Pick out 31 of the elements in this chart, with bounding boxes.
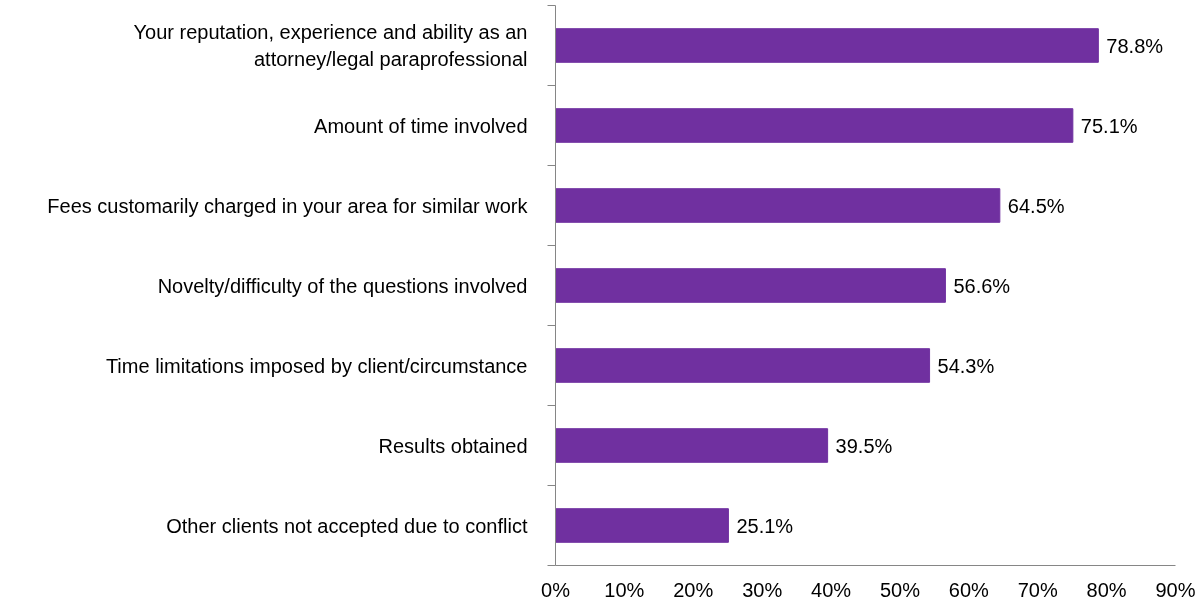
y-tick-label: Amount of time involved	[314, 114, 528, 137]
x-tick-label: 80%	[1086, 578, 1127, 601]
y-tick-label: Novelty/difficulty of the questions involved	[157, 274, 528, 297]
data-label: 54.3%	[937, 354, 995, 377]
x-tick-label: 0%	[541, 578, 571, 601]
data-label: 64.5%	[1007, 194, 1065, 217]
bar	[555, 508, 729, 543]
x-tick-label: 50%	[879, 578, 921, 601]
y-tick-label: Results obtained	[378, 434, 528, 457]
y-tick-label: Other clients not accepted due to conflict	[166, 514, 528, 537]
x-tick-label: 40%	[811, 578, 852, 601]
bar	[555, 348, 931, 383]
data-label: 39.5%	[835, 434, 893, 457]
bar	[555, 28, 1099, 63]
bar	[555, 428, 829, 463]
y-tick-label: Your reputation, experience and ability as an attorney/legal paraprofessional	[133, 21, 528, 70]
data-label: 25.1%	[736, 514, 794, 537]
bar	[555, 108, 1074, 143]
y-tick-label: Fees customarily charged in your area for similar work	[47, 194, 529, 217]
y-tick-label: Time limitations imposed by client/circumstance	[105, 354, 528, 377]
x-tick-label: 30%	[742, 578, 783, 601]
bar	[555, 268, 946, 303]
x-tick-label: 60%	[948, 578, 990, 601]
x-tick-label: 70%	[1017, 578, 1058, 601]
x-tick-label: 20%	[673, 578, 714, 601]
data-label: 56.6%	[953, 274, 1011, 297]
data-label: 75.1%	[1080, 114, 1138, 137]
x-tick-label: 10%	[604, 578, 645, 601]
bar	[555, 188, 1001, 223]
x-tick-label: 90%	[1155, 578, 1196, 601]
data-label: 78.8%	[1106, 34, 1164, 57]
